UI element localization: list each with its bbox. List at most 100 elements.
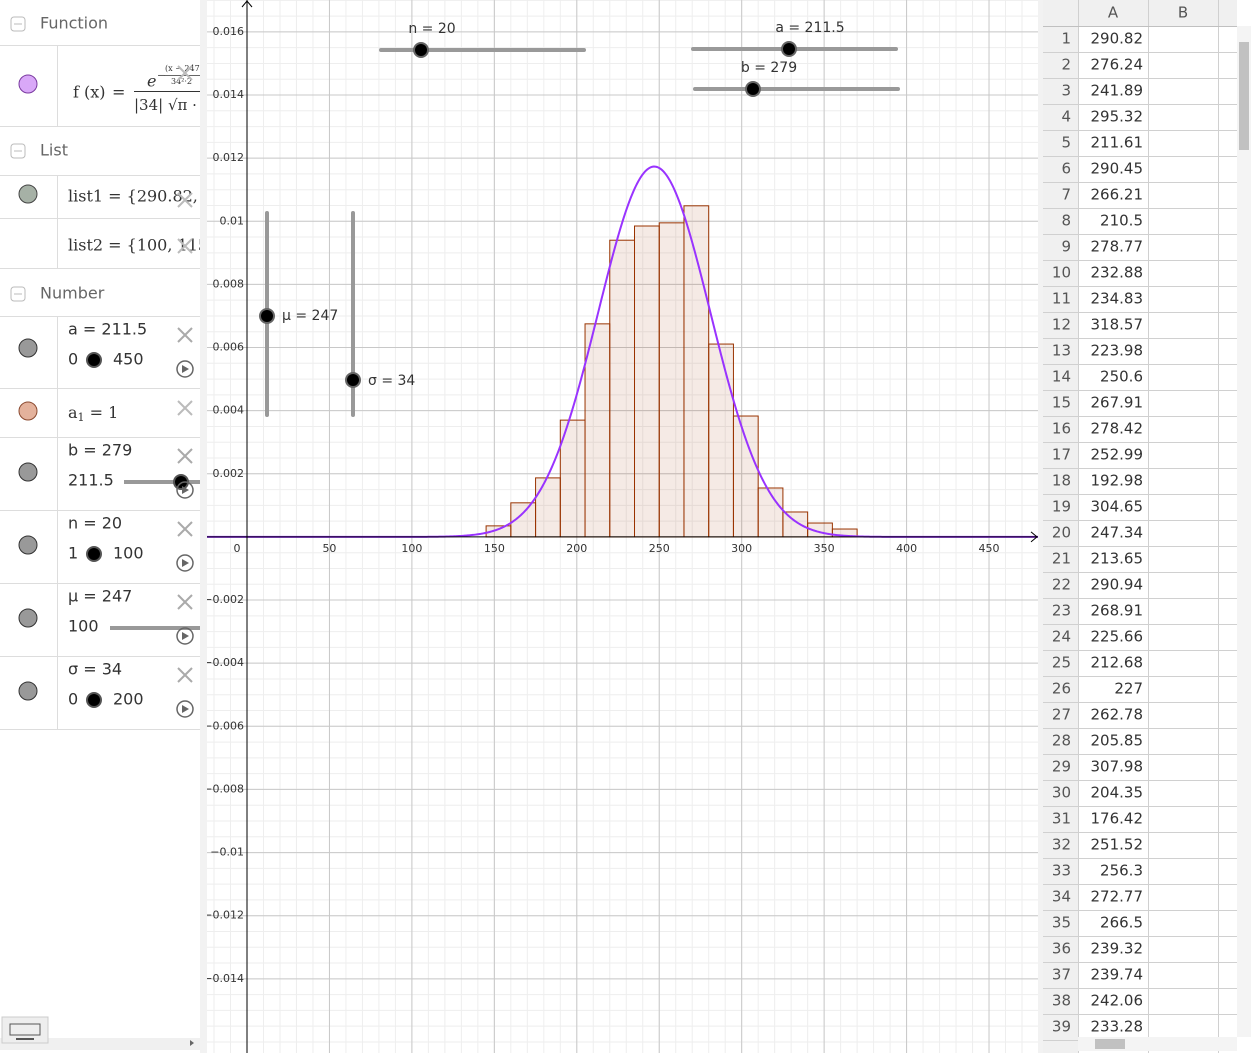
number-definition: n = 20	[68, 514, 122, 533]
y-tick-label: 0.016	[213, 25, 245, 38]
row-header: 31	[1052, 810, 1071, 828]
cell-value[interactable]: 262.78	[1091, 706, 1144, 724]
cell-value[interactable]: 278.77	[1091, 238, 1144, 256]
cell-value[interactable]: 256.3	[1100, 862, 1143, 880]
vertical-scrollbar[interactable]	[1237, 26, 1251, 1037]
play-circle	[176, 481, 194, 499]
cell-value[interactable]: 225.66	[1091, 628, 1144, 646]
slider-handle[interactable]	[259, 308, 275, 324]
cell-value[interactable]: 290.82	[1091, 30, 1144, 48]
cell-value[interactable]: 252.99	[1091, 446, 1144, 464]
slider-label: σ = 34	[368, 373, 415, 389]
slider-handle[interactable]	[86, 352, 102, 368]
cell-value[interactable]: 192.98	[1091, 472, 1144, 490]
x-axis-arrow	[1030, 531, 1038, 543]
play-button[interactable]	[176, 627, 194, 645]
cell-value[interactable]: 232.88	[1091, 264, 1144, 282]
cell-value[interactable]: 213.65	[1091, 550, 1144, 568]
play-button[interactable]	[176, 554, 194, 572]
cell-value[interactable]: 176.42	[1091, 810, 1144, 828]
delete-button[interactable]	[177, 238, 193, 254]
formula-exp-den: 34²·2	[171, 77, 192, 86]
cell-value[interactable]: 239.74	[1091, 966, 1144, 984]
cell-value[interactable]: 267.91	[1091, 394, 1144, 412]
cell-value[interactable]: 307.98	[1091, 758, 1144, 776]
visibility-toggles[interactable]	[18, 74, 38, 701]
delete-button[interactable]	[177, 448, 193, 464]
y-tick-label: 0.004	[213, 404, 245, 417]
cell-value[interactable]: 227	[1114, 680, 1143, 698]
cell-value[interactable]: 268.91	[1091, 602, 1144, 620]
formula-eq: =	[112, 83, 125, 102]
delete-button[interactable]	[177, 667, 193, 683]
cell-value[interactable]: 290.94	[1091, 576, 1144, 594]
slider-handle[interactable]	[86, 692, 102, 708]
slider-handle[interactable]	[745, 81, 761, 97]
slider-handle[interactable]	[86, 546, 102, 562]
row-header: 35	[1052, 914, 1071, 932]
cell-value[interactable]: 239.32	[1091, 940, 1144, 958]
row-header: 24	[1052, 628, 1071, 646]
x-tick-label: 250	[649, 542, 670, 555]
number-definition: μ = 247	[68, 587, 132, 606]
cell-value[interactable]: 272.77	[1091, 888, 1144, 906]
delete-button[interactable]	[177, 400, 193, 416]
cell-value[interactable]: 295.32	[1091, 108, 1144, 126]
slider-handle[interactable]	[345, 372, 361, 388]
list-definition: list2 = {100, 115,	[68, 236, 213, 255]
cell-value[interactable]: 234.83	[1091, 290, 1144, 308]
cell-value[interactable]: 290.45	[1091, 160, 1144, 178]
cell-value[interactable]: 276.24	[1091, 56, 1144, 74]
cell-value[interactable]: 318.57	[1091, 316, 1144, 334]
cell-value[interactable]: 212.68	[1091, 654, 1144, 672]
divider[interactable]	[200, 0, 207, 1053]
cell-value[interactable]: 247.34	[1091, 524, 1144, 542]
divider[interactable]	[1038, 0, 1043, 1053]
cell-value[interactable]: 242.06	[1091, 992, 1144, 1010]
cell-value[interactable]: 266.5	[1100, 914, 1143, 932]
row-header: 14	[1052, 368, 1071, 386]
cell-value[interactable]: 211.61	[1091, 134, 1144, 152]
cell-value[interactable]: 204.35	[1091, 784, 1144, 802]
delete-button[interactable]	[177, 327, 193, 343]
y-tick-label: 0.008	[213, 277, 245, 290]
cell-value[interactable]: 250.6	[1100, 368, 1143, 386]
delete-button[interactable]	[177, 594, 193, 610]
number-definition: a = 211.5	[68, 320, 147, 339]
play-triangle	[182, 559, 189, 567]
cell-value[interactable]: 278.42	[1091, 420, 1144, 438]
delete-button[interactable]	[177, 521, 193, 537]
delete-button[interactable]	[177, 65, 193, 81]
scroll-thumb[interactable]	[1095, 1039, 1125, 1049]
cell-value[interactable]: 210.5	[1100, 212, 1143, 230]
y-tick-label: 0.002	[213, 467, 245, 480]
play-button[interactable]	[176, 481, 194, 499]
cell-value[interactable]: 205.85	[1091, 732, 1144, 750]
cell-value[interactable]: 233.28	[1091, 1018, 1144, 1036]
cell-value[interactable]: 304.65	[1091, 498, 1144, 516]
collapse-icons[interactable]	[10, 16, 26, 302]
slider-max: 450	[113, 350, 144, 369]
y-tick-label: 0.006	[213, 341, 245, 354]
cell-value[interactable]: 266.21	[1091, 186, 1144, 204]
keyboard-button[interactable]	[1, 1016, 49, 1044]
row-header: 1	[1061, 30, 1071, 48]
slider-handle[interactable]	[781, 41, 797, 57]
section-header: Number	[40, 284, 105, 303]
bar	[559, 419, 586, 538]
row-header: 18	[1052, 472, 1071, 490]
cell-value[interactable]: 251.52	[1091, 836, 1144, 854]
play-triangle	[182, 486, 189, 494]
slider-handle[interactable]	[413, 42, 429, 58]
slider-max: 100	[113, 544, 144, 563]
play-button[interactable]	[176, 360, 194, 378]
x-tick-label: 350	[814, 542, 835, 555]
cell-value[interactable]: 241.89	[1091, 82, 1144, 100]
delete-button[interactable]	[177, 192, 193, 208]
scroll-thumb[interactable]	[1239, 42, 1249, 150]
cell-value[interactable]: 223.98	[1091, 342, 1144, 360]
x-tick-label: 50	[322, 542, 336, 555]
x-tick-label: 0	[234, 542, 241, 555]
play-button[interactable]	[176, 700, 194, 718]
